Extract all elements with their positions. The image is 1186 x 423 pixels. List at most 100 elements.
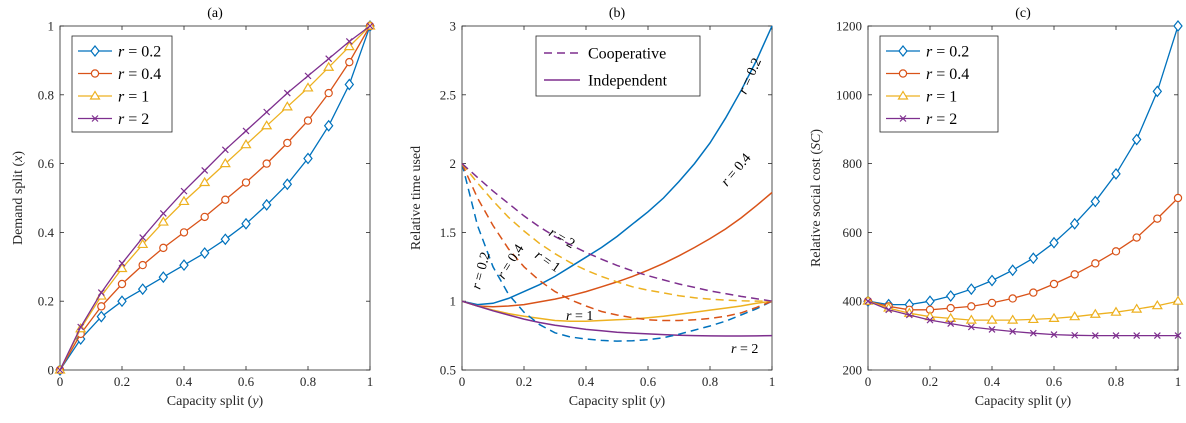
data-point — [905, 311, 913, 319]
data-point — [180, 187, 188, 195]
x-tick-label: 0.6 — [238, 374, 255, 389]
data-point — [96, 310, 107, 323]
x-axis-label: Capacity split (y) — [975, 394, 1072, 409]
data-point — [1069, 217, 1080, 230]
marker-x-stroke — [988, 325, 996, 333]
x-tick-label: 0.8 — [1108, 374, 1124, 389]
data-point — [1153, 214, 1162, 223]
x-axis-label-text: ) — [259, 394, 264, 409]
panel-c: 0 0.2 0.4 0.6 0.8 120040060080010001200(c)Cap… — [809, 6, 1184, 409]
curve-annotation: r = 1 — [566, 309, 593, 324]
data-point — [221, 195, 230, 204]
y-tick-label: 2.5 — [440, 87, 456, 102]
data-point — [1070, 270, 1079, 279]
data-point — [1089, 308, 1101, 318]
series-line — [867, 300, 1179, 321]
data-point — [1173, 193, 1183, 203]
marker-x-stroke — [1009, 328, 1017, 335]
data-point — [1007, 314, 1019, 324]
legend-box — [535, 35, 701, 97]
series-r2 — [864, 297, 1182, 340]
data-point — [1151, 300, 1163, 310]
panel-title: (b) — [609, 6, 626, 21]
legend-label-var: r — [926, 89, 933, 106]
series-line — [59, 25, 371, 371]
legend-label-text: = 0.4 — [124, 66, 161, 83]
data-point — [159, 243, 168, 253]
y-tick-label: 0.8 — [38, 87, 54, 102]
marker-x-stroke — [864, 297, 872, 305]
data-point — [179, 228, 189, 237]
series-line — [59, 25, 371, 371]
x-tick-label: 0.8 — [702, 374, 718, 389]
x-axis-label-text: ) — [1067, 394, 1072, 409]
legend: r = 0.2r = 0.4r = 1r = 2 — [879, 35, 999, 133]
marker-x-stroke — [366, 22, 374, 30]
legend-entry: r = 0.2 — [886, 44, 969, 61]
x-tick-label: 0 — [57, 374, 64, 389]
data-point — [947, 320, 955, 327]
legend-box — [71, 35, 173, 133]
marker-x-stroke — [1174, 332, 1182, 340]
data-point — [283, 89, 291, 97]
y-tick-label: 1.5 — [440, 225, 456, 240]
data-point — [864, 297, 872, 305]
marker-x-stroke — [1071, 331, 1079, 339]
y-tick-label: 1 — [48, 19, 55, 34]
data-point — [137, 238, 149, 249]
legend-swatch-marker — [90, 45, 100, 57]
y-tick-label: 400 — [843, 294, 863, 309]
data-point — [159, 210, 167, 217]
legend-label-var: r — [731, 342, 737, 357]
marker-x-stroke — [180, 187, 188, 195]
y-tick-label: 0.6 — [38, 156, 55, 171]
marker-x-stroke — [926, 316, 934, 324]
data-point — [945, 312, 957, 322]
data-point — [303, 152, 313, 165]
series-line — [461, 163, 773, 302]
data-point — [137, 283, 148, 296]
y-axis-label-text: ) — [11, 151, 26, 156]
marker-x-stroke — [56, 366, 64, 374]
marker-x-stroke — [139, 234, 147, 241]
y-tick-label: 200 — [843, 363, 863, 378]
y-tick-label: 0.2 — [38, 294, 54, 309]
legend-entry: r = 0.4 — [78, 66, 161, 83]
data-point — [200, 212, 209, 222]
data-point — [965, 314, 977, 324]
y-tick-label: 800 — [843, 156, 863, 171]
series-line — [59, 25, 371, 371]
data-point — [77, 323, 85, 331]
data-point — [179, 259, 189, 272]
data-point — [344, 78, 355, 91]
series-line — [867, 300, 1178, 337]
marker-x-stroke — [263, 108, 271, 116]
legend-entry: r = 2 — [886, 111, 957, 128]
data-point — [1110, 306, 1122, 316]
legend-label-var: r — [926, 44, 933, 61]
data-point — [325, 55, 333, 63]
data-point — [241, 217, 251, 230]
data-point — [1049, 236, 1059, 249]
data-point — [323, 119, 334, 132]
x-tick-label: 1 — [769, 374, 776, 389]
data-point — [199, 176, 211, 187]
x-axis-label-var: y — [250, 394, 259, 409]
x-axis-label-text: Capacity split ( — [569, 394, 655, 409]
data-point — [1050, 331, 1058, 338]
data-point — [262, 159, 271, 168]
data-point — [240, 139, 252, 149]
x-tick-label: 0 — [459, 374, 466, 389]
data-point — [302, 82, 314, 92]
legend-entry: r = 0.2 — [78, 44, 161, 61]
data-point — [885, 306, 893, 314]
series-line — [461, 163, 773, 342]
data-point — [1071, 331, 1079, 339]
legend-entry: r = 1 — [78, 89, 149, 106]
data-point — [366, 22, 374, 30]
y-tick-label: 2 — [450, 156, 457, 171]
y-axis-label-var: SC — [809, 133, 824, 150]
legend-label-text: = 2 — [124, 111, 149, 128]
data-point — [158, 271, 169, 284]
series-line — [867, 25, 1179, 306]
